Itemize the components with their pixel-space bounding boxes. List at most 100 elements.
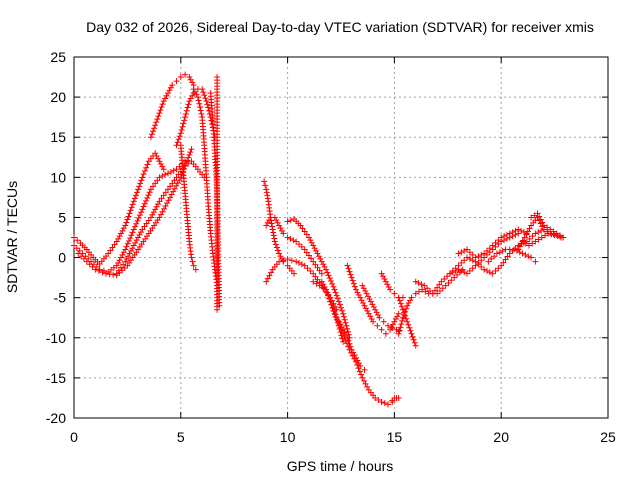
data-point — [380, 318, 387, 325]
data-point — [358, 297, 365, 304]
data-point — [186, 98, 193, 105]
data-point — [346, 268, 353, 275]
data-point — [83, 258, 90, 265]
data-point — [330, 283, 337, 290]
data-point — [342, 319, 349, 326]
data-point — [189, 92, 196, 99]
data-point — [201, 92, 208, 99]
data-point — [180, 120, 187, 127]
data-point — [266, 272, 273, 279]
data-point — [113, 238, 120, 245]
data-point — [403, 315, 410, 322]
data-point — [395, 394, 402, 401]
data-point — [271, 235, 278, 242]
data-point — [269, 226, 276, 233]
data-point — [131, 195, 138, 202]
data-point — [475, 253, 482, 260]
data-point — [407, 327, 414, 334]
data-point — [545, 230, 552, 237]
data-point — [135, 234, 142, 241]
data-point — [310, 270, 317, 277]
data-point — [132, 223, 139, 230]
data-point — [331, 310, 338, 317]
data-point — [270, 232, 277, 239]
data-point — [540, 222, 547, 229]
data-point — [162, 95, 169, 102]
data-point — [122, 246, 129, 253]
series-track-17 — [318, 278, 347, 345]
data-point — [472, 254, 479, 261]
data-point — [113, 270, 120, 277]
data-point — [159, 101, 166, 108]
data-point — [538, 234, 545, 241]
data-point — [538, 227, 545, 234]
data-point — [388, 324, 395, 331]
data-point — [509, 229, 516, 236]
data-point — [362, 380, 369, 387]
data-point — [117, 264, 124, 271]
data-point — [355, 360, 362, 367]
data-point — [327, 278, 334, 285]
data-point — [488, 255, 495, 262]
data-point — [263, 222, 270, 229]
data-point — [173, 174, 180, 181]
data-point — [548, 231, 555, 238]
data-point — [398, 321, 405, 328]
data-point — [293, 238, 300, 245]
data-point — [179, 123, 186, 130]
data-point — [345, 337, 352, 344]
data-point — [512, 245, 519, 252]
data-point — [277, 253, 284, 260]
data-point — [492, 267, 499, 274]
data-point — [375, 312, 382, 319]
data-point — [276, 258, 283, 265]
data-point — [340, 338, 347, 345]
data-point — [403, 305, 410, 312]
data-point — [334, 319, 341, 326]
data-point — [541, 232, 548, 239]
data-point — [348, 346, 355, 353]
data-point — [344, 334, 351, 341]
data-point — [163, 92, 170, 99]
data-point — [407, 297, 414, 304]
data-point — [405, 300, 412, 307]
data-point — [261, 178, 268, 185]
data-point — [159, 163, 166, 170]
data-point — [73, 245, 80, 252]
data-point — [126, 210, 133, 217]
data-point — [518, 227, 525, 234]
data-point — [170, 167, 177, 174]
data-point — [107, 247, 114, 254]
data-point — [455, 250, 462, 257]
data-point — [141, 200, 148, 207]
data-point — [127, 207, 134, 214]
data-point — [320, 261, 327, 268]
data-point — [320, 281, 327, 288]
data-point — [162, 171, 169, 178]
data-point — [424, 285, 431, 292]
data-point — [360, 300, 367, 307]
data-point — [316, 282, 323, 289]
data-point — [410, 336, 417, 343]
data-point — [344, 262, 351, 269]
data-point — [167, 183, 174, 190]
data-point — [278, 227, 285, 234]
data-point — [159, 172, 166, 179]
data-point — [115, 259, 122, 266]
data-point — [365, 310, 372, 317]
data-point — [344, 328, 351, 335]
data-point — [448, 277, 455, 284]
data-point — [442, 282, 449, 289]
data-point — [355, 291, 362, 298]
data-point — [115, 267, 122, 274]
data-point — [534, 210, 541, 217]
data-point — [357, 362, 364, 369]
data-point — [140, 203, 147, 210]
data-point — [478, 257, 485, 264]
data-point — [263, 186, 270, 193]
data-point — [116, 257, 123, 264]
data-point — [375, 396, 382, 403]
series-track-5 — [147, 71, 197, 141]
data-point — [117, 254, 124, 261]
data-point — [314, 250, 321, 257]
